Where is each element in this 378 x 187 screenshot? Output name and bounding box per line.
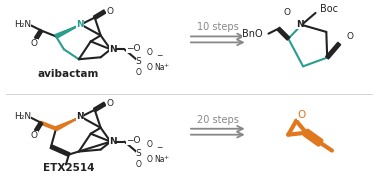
Text: O: O [297, 110, 305, 120]
Text: 10 steps: 10 steps [197, 22, 239, 33]
Text: N: N [76, 20, 84, 29]
Text: −O: −O [126, 136, 141, 145]
Text: O: O [106, 7, 113, 16]
Text: ETX2514: ETX2514 [43, 163, 94, 173]
Text: −O: −O [126, 44, 141, 53]
Text: O: O [146, 48, 152, 57]
Text: −: − [156, 51, 163, 60]
Text: O: O [106, 99, 113, 108]
Text: +: + [164, 63, 169, 68]
Text: S: S [135, 57, 141, 66]
Text: O: O [146, 155, 152, 164]
Text: O: O [31, 39, 38, 48]
Text: N: N [109, 137, 116, 146]
Text: N: N [296, 20, 304, 29]
Polygon shape [55, 117, 81, 131]
Text: S: S [135, 149, 141, 158]
Text: H₂N: H₂N [14, 20, 31, 29]
Text: O: O [135, 68, 141, 77]
Text: O: O [146, 140, 152, 149]
Text: O: O [31, 131, 38, 140]
Text: O: O [135, 160, 141, 169]
Text: +: + [164, 155, 169, 160]
Text: Boc: Boc [321, 4, 338, 14]
Text: O: O [284, 8, 291, 17]
Text: O: O [146, 63, 152, 72]
Text: −: − [156, 143, 163, 152]
Text: N: N [76, 112, 84, 121]
Text: O: O [347, 32, 353, 41]
Text: Na: Na [154, 155, 164, 164]
Text: 20 steps: 20 steps [197, 115, 239, 125]
Text: N: N [109, 45, 116, 54]
Text: Na: Na [154, 63, 164, 72]
Text: BnO: BnO [242, 29, 263, 39]
Polygon shape [55, 24, 81, 38]
Text: H₂N: H₂N [14, 112, 31, 121]
Text: avibactam: avibactam [37, 69, 99, 79]
